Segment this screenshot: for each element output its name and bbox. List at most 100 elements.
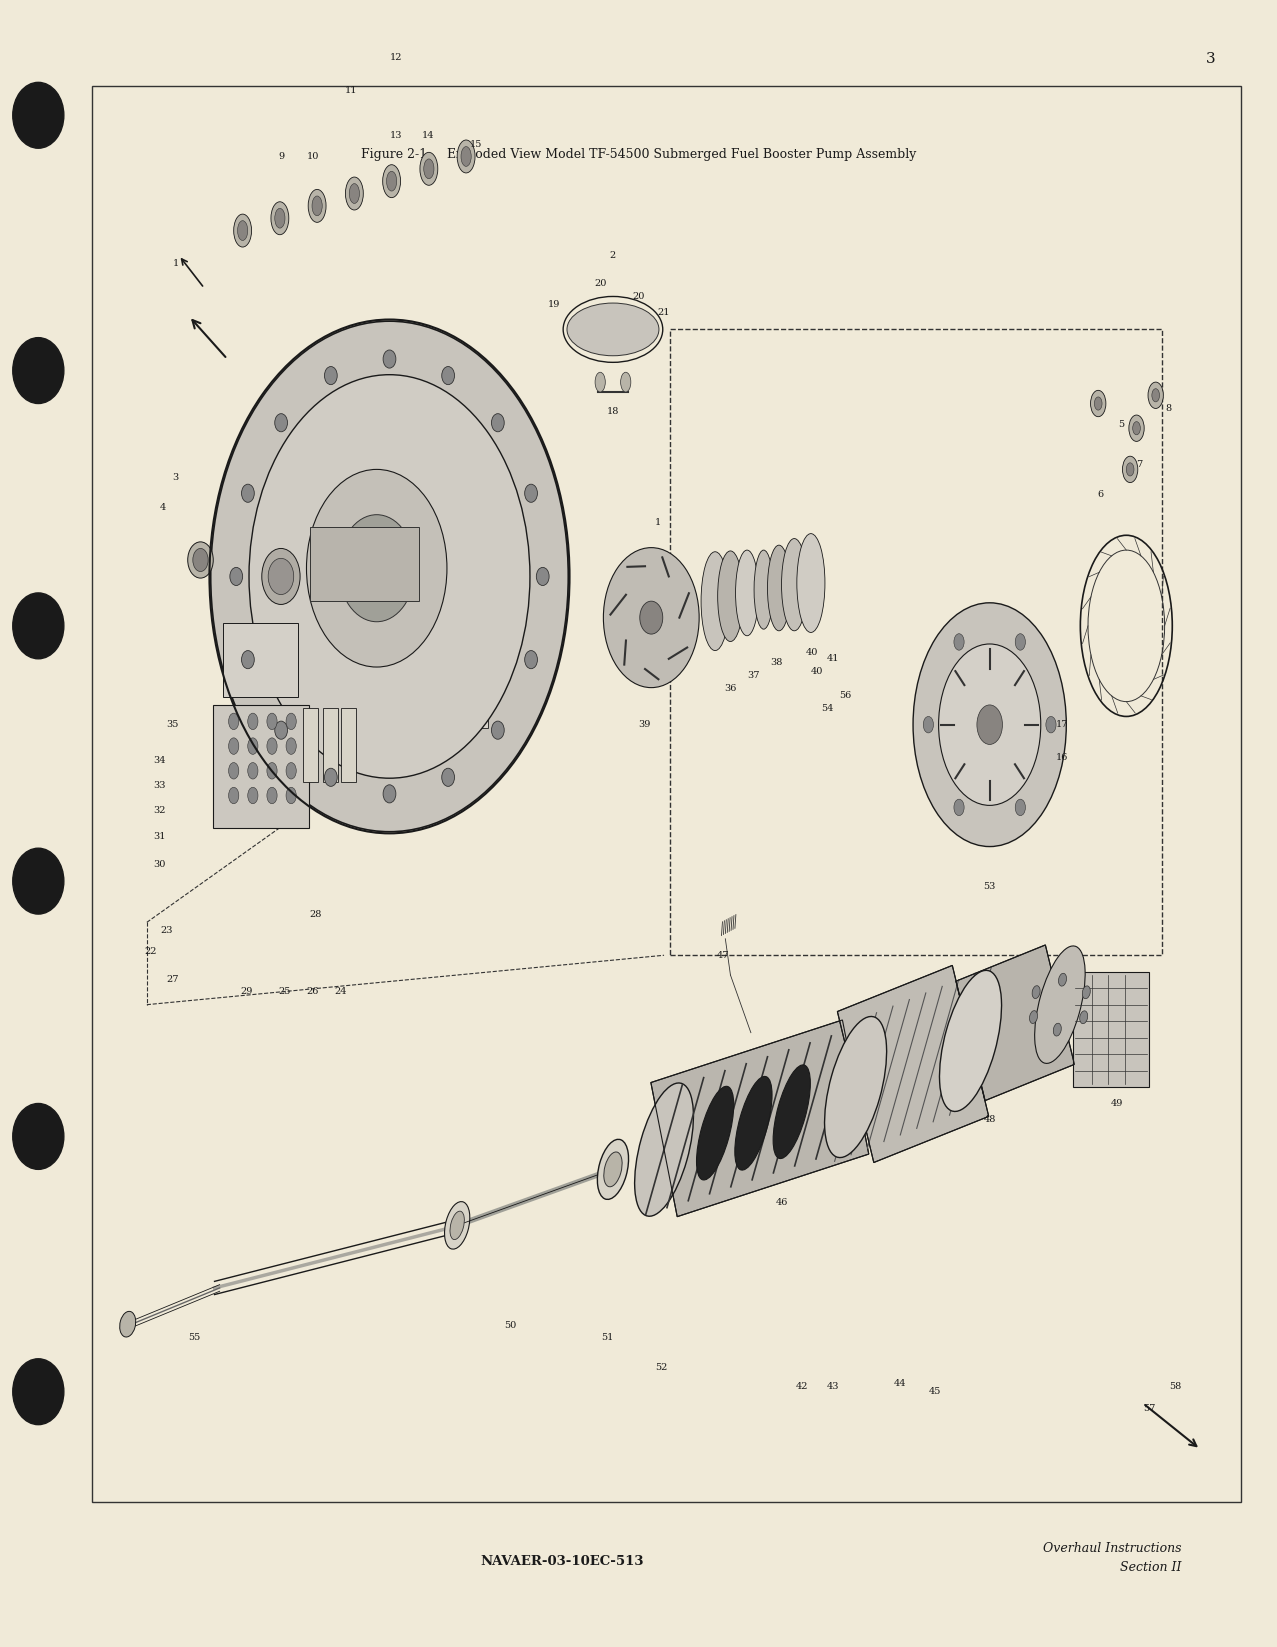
Ellipse shape: [734, 1077, 773, 1169]
Ellipse shape: [338, 514, 415, 621]
Text: 42: 42: [796, 1382, 808, 1392]
Bar: [310, 527, 419, 601]
Bar: [92, 86, 1241, 1502]
Ellipse shape: [701, 552, 729, 651]
Text: 39: 39: [638, 720, 651, 730]
Ellipse shape: [696, 1087, 734, 1179]
Text: 15: 15: [470, 140, 483, 150]
Ellipse shape: [229, 713, 239, 730]
Text: 18: 18: [607, 407, 619, 417]
Text: 27: 27: [166, 975, 179, 985]
Ellipse shape: [450, 1211, 465, 1240]
Circle shape: [13, 1359, 64, 1425]
Ellipse shape: [923, 716, 933, 733]
Ellipse shape: [773, 1066, 811, 1158]
Text: 30: 30: [153, 860, 166, 870]
Text: 17: 17: [1056, 720, 1069, 730]
Ellipse shape: [286, 787, 296, 804]
Text: 7: 7: [1137, 460, 1142, 469]
Ellipse shape: [1126, 463, 1134, 476]
Ellipse shape: [954, 799, 964, 815]
Ellipse shape: [234, 214, 252, 247]
Text: 53: 53: [983, 881, 996, 891]
Text: 13: 13: [389, 130, 402, 140]
Text: 26: 26: [306, 987, 319, 996]
Text: Overhaul Instructions: Overhaul Instructions: [1043, 1542, 1181, 1555]
Bar: [213, 705, 309, 828]
Ellipse shape: [308, 189, 326, 222]
Circle shape: [13, 338, 64, 404]
Text: 52: 52: [655, 1362, 668, 1372]
Ellipse shape: [1129, 415, 1144, 441]
Text: 29: 29: [240, 987, 253, 996]
Ellipse shape: [267, 738, 277, 754]
Ellipse shape: [262, 548, 300, 604]
Ellipse shape: [939, 644, 1041, 805]
Ellipse shape: [229, 787, 239, 804]
Ellipse shape: [193, 548, 208, 572]
Ellipse shape: [598, 1140, 628, 1199]
Ellipse shape: [621, 372, 631, 392]
Ellipse shape: [640, 601, 663, 634]
Ellipse shape: [753, 550, 773, 629]
Bar: [323, 708, 338, 782]
Bar: [223, 623, 298, 697]
Ellipse shape: [188, 542, 213, 578]
Text: Figure 2-1.    Exploded View Model TF-54500 Submerged Fuel Booster Pump Assembly: Figure 2-1. Exploded View Model TF-54500…: [361, 148, 916, 161]
Text: 3: 3: [1205, 53, 1216, 66]
Ellipse shape: [238, 221, 248, 240]
Ellipse shape: [1091, 390, 1106, 417]
Ellipse shape: [825, 1016, 886, 1158]
Text: 45: 45: [928, 1387, 941, 1397]
Ellipse shape: [1015, 634, 1025, 651]
Ellipse shape: [1059, 973, 1066, 987]
Ellipse shape: [913, 603, 1066, 847]
Ellipse shape: [286, 738, 296, 754]
Text: 44: 44: [894, 1379, 907, 1388]
Ellipse shape: [492, 413, 504, 432]
Ellipse shape: [457, 140, 475, 173]
Ellipse shape: [345, 176, 363, 211]
Ellipse shape: [424, 160, 434, 180]
Ellipse shape: [567, 303, 659, 356]
Text: 12: 12: [389, 53, 402, 63]
Ellipse shape: [940, 970, 1001, 1112]
Ellipse shape: [1094, 397, 1102, 410]
Text: 20: 20: [632, 292, 645, 301]
Ellipse shape: [271, 201, 289, 236]
Text: 46: 46: [775, 1197, 788, 1207]
Text: 55: 55: [188, 1332, 200, 1342]
Ellipse shape: [595, 372, 605, 392]
Ellipse shape: [267, 713, 277, 730]
Ellipse shape: [1029, 1011, 1037, 1023]
Ellipse shape: [286, 713, 296, 730]
Ellipse shape: [275, 413, 287, 432]
Ellipse shape: [718, 550, 743, 641]
Text: 24: 24: [335, 987, 347, 996]
Ellipse shape: [349, 183, 360, 204]
Text: 14: 14: [421, 130, 434, 140]
Ellipse shape: [1054, 1023, 1061, 1036]
Ellipse shape: [797, 534, 825, 632]
Ellipse shape: [1152, 389, 1160, 402]
Text: 1: 1: [172, 259, 179, 268]
Ellipse shape: [275, 721, 287, 740]
Text: 37: 37: [747, 670, 760, 680]
Text: 56: 56: [839, 690, 852, 700]
Bar: [303, 708, 318, 782]
Ellipse shape: [229, 763, 239, 779]
Text: Section II: Section II: [1120, 1561, 1181, 1575]
Text: 4: 4: [160, 502, 166, 512]
Polygon shape: [956, 945, 1074, 1100]
Text: NAVAER-03-10EC-513: NAVAER-03-10EC-513: [480, 1555, 644, 1568]
Ellipse shape: [267, 763, 277, 779]
Ellipse shape: [286, 763, 296, 779]
Text: 54: 54: [821, 703, 834, 713]
Text: 38: 38: [770, 657, 783, 667]
Circle shape: [13, 82, 64, 148]
Ellipse shape: [241, 651, 254, 669]
Ellipse shape: [461, 147, 471, 166]
Text: 49: 49: [1111, 1099, 1124, 1108]
Text: 1: 1: [655, 517, 660, 527]
Ellipse shape: [249, 376, 530, 777]
